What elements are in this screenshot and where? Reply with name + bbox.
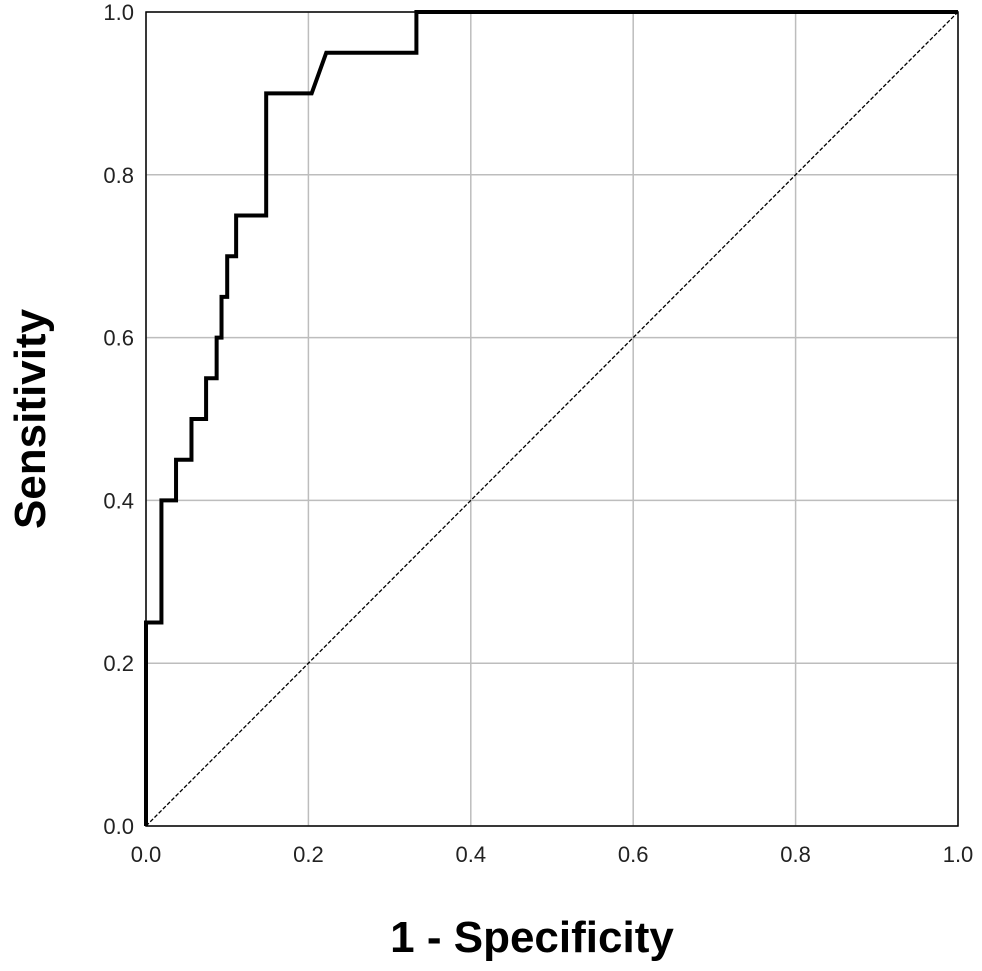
y-tick-label: 0.2 (103, 651, 134, 676)
x-tick-label: 1.0 (943, 842, 974, 867)
y-axis-title: Sensitivity (6, 308, 55, 529)
x-tick-label: 0.8 (780, 842, 811, 867)
y-tick-label: 0.6 (103, 326, 134, 351)
x-tick-label: 0.6 (618, 842, 649, 867)
y-tick-label: 0.8 (103, 163, 134, 188)
x-tick-label: 0.2 (293, 842, 324, 867)
x-tick-label: 0.4 (456, 842, 487, 867)
x-tick-label: 0.0 (131, 842, 162, 867)
y-tick-label: 1.0 (103, 0, 134, 25)
x-tick-labels: 0.0 0.2 0.4 0.6 0.8 1.0 (131, 842, 974, 867)
roc-curve-line (144, 10, 958, 826)
series-group (144, 10, 959, 827)
y-tick-label: 0.0 (103, 814, 134, 839)
x-axis-title: 1 - Specificity (390, 913, 674, 962)
y-tick-labels: 0.0 0.2 0.4 0.6 0.8 1.0 (103, 0, 134, 839)
y-tick-label: 0.4 (103, 488, 134, 513)
